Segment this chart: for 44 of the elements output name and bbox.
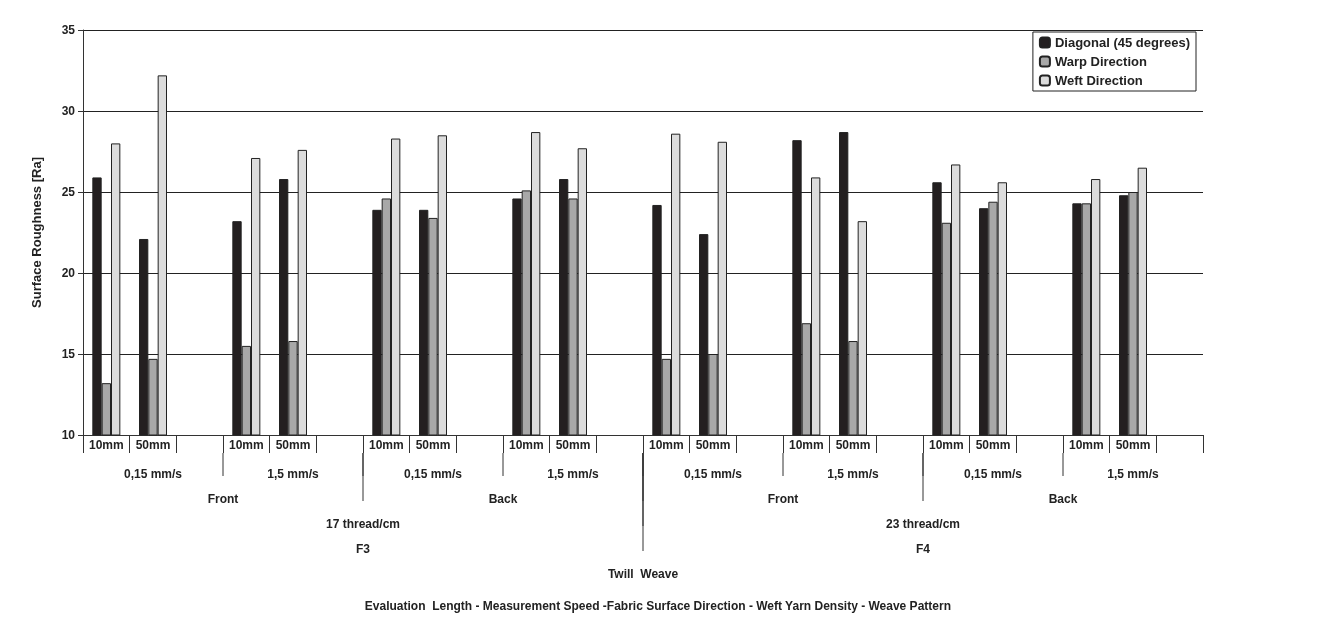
y-tick-label: 20 <box>61 266 76 280</box>
legend-label: Diagonal (45 degrees) <box>1054 35 1191 50</box>
text: 1,5 mm/s <box>267 467 319 481</box>
x-tick-label: 50mm <box>135 438 171 452</box>
x-tick-label: 50mm <box>275 438 311 452</box>
x-tick-label: 10mm <box>88 438 124 452</box>
text: Front <box>207 492 239 506</box>
x-tick-label: 10mm <box>228 438 264 452</box>
y-axis-title: Surface Roughness [Ra] <box>29 157 44 308</box>
text: 0,15 mm/s <box>403 467 463 481</box>
x-tick-label: 50mm <box>1115 438 1151 452</box>
text: F3 <box>355 542 371 556</box>
text: 1,5 mm/s <box>547 467 599 481</box>
y-tick-label: 10 <box>61 428 76 442</box>
text: Evaluation Length - Measurement Speed -Fabric Surface Direction - Weft Yarn Density - Weave Pattern <box>364 599 951 613</box>
text: 1,5 mm/s <box>1107 467 1159 481</box>
x-tick-label: 50mm <box>695 438 731 452</box>
text: 1,5 mm/s <box>827 467 879 481</box>
text: 23 thread/cm <box>885 517 961 531</box>
x-tick-label: 50mm <box>555 438 591 452</box>
text: 0,15 mm/s <box>683 467 743 481</box>
x-tick-label: 10mm <box>1068 438 1104 452</box>
text: 0,15 mm/s <box>123 467 183 481</box>
x-tick-label: 10mm <box>648 438 684 452</box>
legend-label: Warp Direction <box>1054 54 1147 69</box>
y-tick-label: 35 <box>61 23 76 37</box>
x-tick-label: 10mm <box>508 438 544 452</box>
legend-label: Weft Direction <box>1054 73 1143 88</box>
y-tick-label: 30 <box>61 104 76 118</box>
text: Front <box>767 492 799 506</box>
text: Back <box>1048 492 1078 506</box>
text: 17 thread/cm <box>325 517 401 531</box>
text: Back <box>488 492 518 506</box>
text: F4 <box>915 542 931 556</box>
x-tick-label: 50mm <box>415 438 451 452</box>
y-tick-label: 15 <box>61 347 76 361</box>
y-tick-label: 25 <box>61 185 76 199</box>
text: 0,15 mm/s <box>963 467 1023 481</box>
x-tick-label: 10mm <box>928 438 964 452</box>
x-tick-label: 50mm <box>835 438 871 452</box>
text: Twill Weave <box>607 567 679 581</box>
x-tick-label: 50mm <box>975 438 1011 452</box>
x-tick-label: 10mm <box>368 438 404 452</box>
x-tick-label: 10mm <box>788 438 824 452</box>
